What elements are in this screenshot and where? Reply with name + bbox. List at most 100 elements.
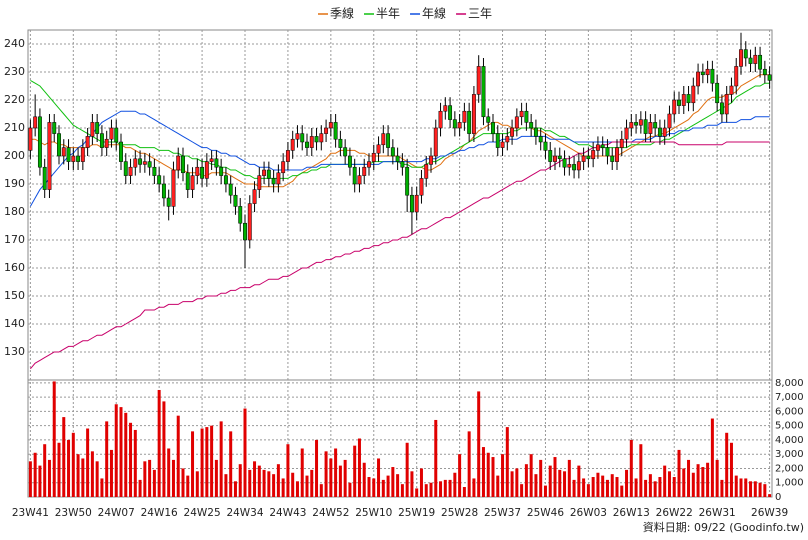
candle-body <box>262 169 267 176</box>
y-tick-label: 220 <box>4 93 25 106</box>
candle-body <box>657 127 662 137</box>
candle-body <box>419 178 424 196</box>
y2-tick-label: 2,000 <box>775 463 804 474</box>
volume-bar <box>629 439 633 497</box>
volume-bar <box>124 412 128 497</box>
candle-body <box>452 119 457 129</box>
candle-body <box>309 136 314 148</box>
volume-bar <box>286 444 290 497</box>
candle-body <box>47 122 52 190</box>
volume-bar <box>725 432 729 497</box>
ma-line <box>29 141 770 370</box>
candle-body <box>223 175 228 185</box>
x-tick-label: 23W41 <box>12 507 49 519</box>
candle-body <box>176 155 181 171</box>
x-tick-label: 26W39 <box>751 507 788 519</box>
candle-body <box>147 161 152 168</box>
candle-body <box>543 141 548 151</box>
x-tick-label: 25W37 <box>484 507 521 519</box>
volume-bar <box>691 472 695 497</box>
legend-label: 年線 <box>422 6 446 21</box>
candle-body <box>462 110 467 123</box>
candle-body <box>300 133 305 143</box>
candle-body <box>85 136 90 148</box>
volume-bar <box>582 478 586 497</box>
volume-bar <box>563 471 567 497</box>
candle-body <box>629 122 634 129</box>
candle-body <box>610 155 615 162</box>
volume-bar <box>90 451 94 497</box>
x-tick-label: 26W31 <box>699 507 736 519</box>
y-tick-label: 160 <box>4 261 25 274</box>
candle-body <box>152 166 157 176</box>
volume-bar <box>267 471 271 497</box>
candle-body <box>619 138 624 148</box>
candle-body <box>572 164 577 171</box>
volume-bar <box>195 471 199 497</box>
volume-bar <box>529 454 533 497</box>
candle-body <box>90 122 95 137</box>
x-tick-label: 26W13 <box>613 507 650 519</box>
candle-body <box>405 166 410 196</box>
volume-bar <box>515 468 519 497</box>
volume-bar <box>38 465 42 497</box>
x-tick-label: 25W19 <box>398 507 435 519</box>
candle-body <box>257 175 262 190</box>
candle-body <box>95 122 100 134</box>
volume-bar <box>129 422 133 497</box>
candle-body <box>400 161 405 168</box>
y-tick-label: 190 <box>4 177 25 190</box>
volume-bar <box>191 431 195 497</box>
volume-bar <box>710 418 714 497</box>
y-tick-label: 180 <box>4 205 25 218</box>
y-tick-label: 240 <box>4 37 25 50</box>
candle-body <box>133 158 138 168</box>
volume-bar <box>749 481 753 497</box>
volume-bar <box>67 439 71 497</box>
candle-body <box>519 110 524 118</box>
candle-body <box>591 150 596 160</box>
y-tick-label: 200 <box>4 149 25 162</box>
candle-body <box>161 183 166 199</box>
volume-bar <box>596 472 600 497</box>
candle-body <box>114 127 119 143</box>
volume-bar <box>744 478 748 497</box>
candle-body <box>219 166 224 176</box>
candle-body <box>181 155 185 174</box>
y2-tick-label: 0 <box>775 492 781 503</box>
volume-bar <box>543 485 547 497</box>
candle-body <box>395 155 400 162</box>
candle-body <box>700 71 705 76</box>
volume-bar <box>257 465 261 497</box>
volume-bar <box>295 481 299 497</box>
candle-body <box>672 99 677 115</box>
volume-bar <box>343 459 347 497</box>
candle-body <box>486 116 491 123</box>
y2-tick-label: 7,000 <box>775 392 804 403</box>
volume-bar <box>443 479 447 497</box>
candle-body <box>667 113 672 129</box>
volume-bar <box>109 449 113 497</box>
candle-body <box>624 127 629 140</box>
volume-bar <box>334 448 338 497</box>
candle-body <box>562 158 567 168</box>
volume-bar <box>505 427 509 497</box>
volume-bar <box>281 478 285 497</box>
volume-bar <box>105 421 109 497</box>
candle-body <box>128 166 133 176</box>
candle-body <box>529 122 534 129</box>
ma-line <box>30 79 770 179</box>
candle-body <box>505 136 510 143</box>
candle-body <box>319 133 324 143</box>
volume-bar <box>739 478 743 497</box>
volume-bar <box>362 462 366 497</box>
volume-bar <box>186 475 190 497</box>
y-tick-label: 170 <box>4 233 25 246</box>
volume-bar <box>315 439 319 497</box>
volume-bar <box>276 464 280 497</box>
candle-body <box>710 68 715 84</box>
volume-bar <box>43 444 47 497</box>
volume-bar <box>510 471 514 497</box>
candle-body <box>76 155 81 162</box>
volume-bar <box>419 468 423 497</box>
